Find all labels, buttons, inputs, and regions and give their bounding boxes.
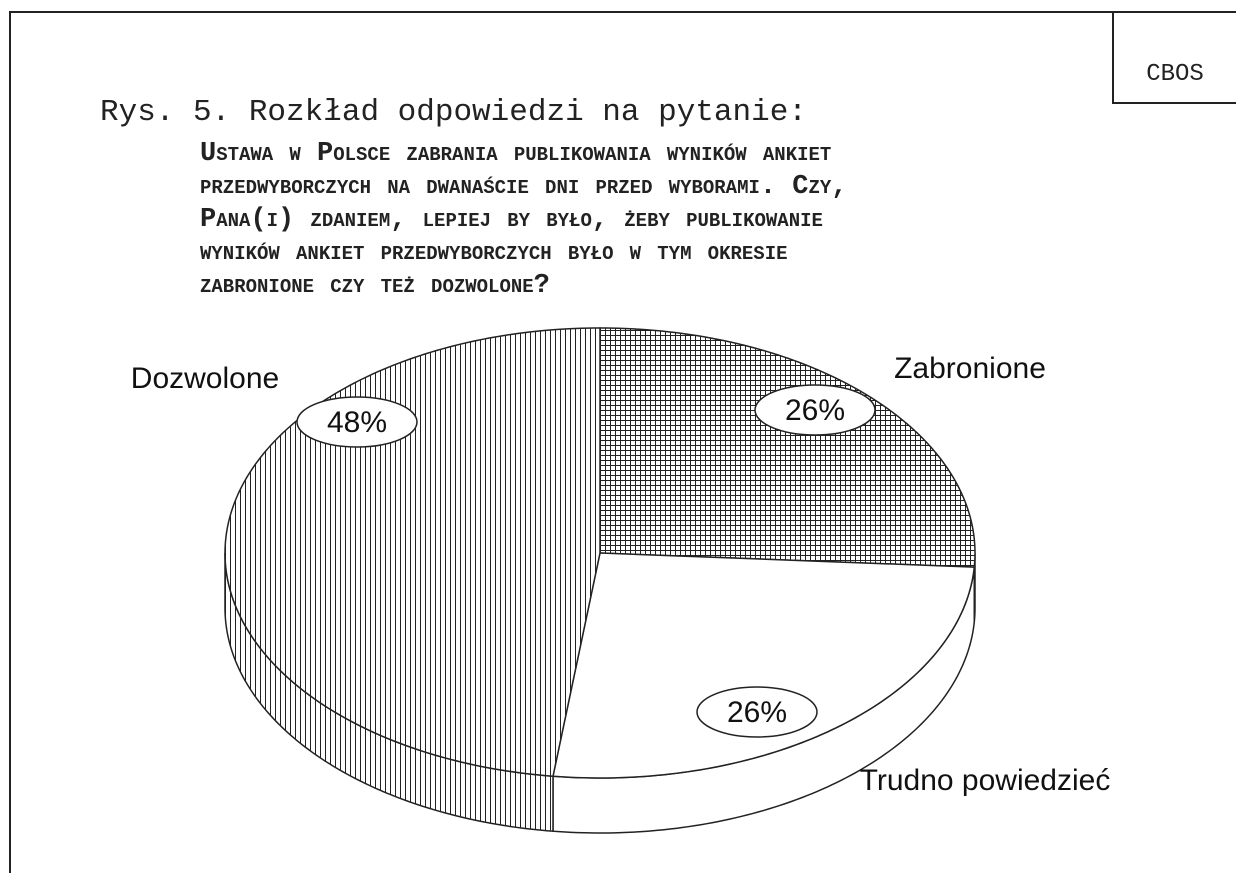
subtitle-line: przedwyborczych na dwanaście dni przed w… bbox=[200, 172, 848, 202]
corner-label: CBOS bbox=[1146, 61, 1204, 88]
value-label: 48% bbox=[327, 406, 387, 439]
category-label: Trudno powiedzieć bbox=[860, 764, 1111, 797]
category-label: Dozwolone bbox=[131, 362, 279, 395]
value-oval bbox=[696, 686, 818, 738]
value-label: 26% bbox=[785, 394, 845, 427]
subtitle: Ustawa w Polsce zabrania publikowania wy… bbox=[200, 139, 848, 301]
value-oval bbox=[296, 396, 418, 448]
subtitle-line: wyników ankiet przedwyborczych było w ty… bbox=[200, 238, 788, 268]
subtitle-line: zabronione czy też dozwolone? bbox=[200, 271, 550, 301]
pie-slice bbox=[552, 552, 976, 779]
subtitle-line: Pana(i) zdaniem, lepiej by było, żeby pu… bbox=[200, 205, 823, 235]
value-oval bbox=[754, 384, 876, 436]
frame bbox=[9, 11, 1236, 873]
chart-title: Rys. 5. Rozkład odpowiedzi na pytanie: bbox=[100, 95, 807, 130]
subtitle-line: Ustawa w Polsce zabrania publikowania wy… bbox=[200, 139, 831, 169]
labels: Zabronione 26% Trudno powiedzieć 26% Dozwolo… bbox=[131, 352, 1111, 797]
value-label: 26% bbox=[727, 696, 787, 729]
category-label: Zabronione bbox=[894, 352, 1046, 385]
pie-slice bbox=[599, 327, 976, 568]
corner-box bbox=[1112, 12, 1236, 104]
